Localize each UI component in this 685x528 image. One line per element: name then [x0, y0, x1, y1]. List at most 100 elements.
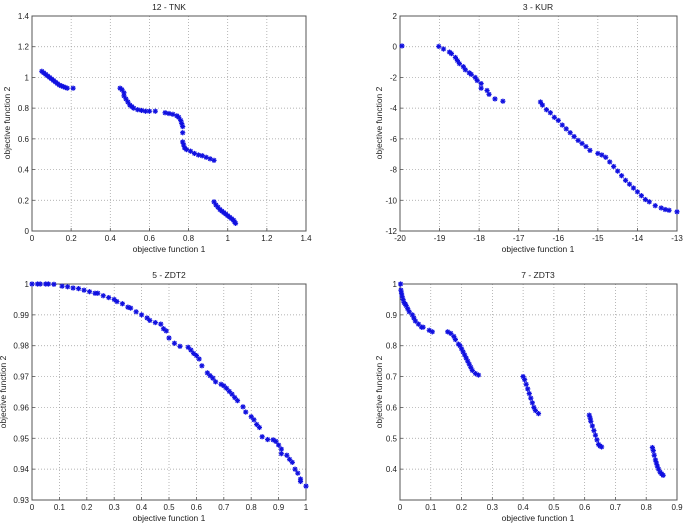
star-marker-icon — [121, 93, 127, 99]
x-tick-label: 0.3 — [487, 503, 499, 512]
x-tick-label: 0.5 — [548, 503, 560, 512]
star-marker-icon — [171, 340, 178, 346]
star-marker-icon — [187, 148, 194, 154]
data-series — [398, 281, 666, 478]
x-tick-label: -13 — [671, 234, 683, 243]
y-axis-label: objective function 2 — [374, 86, 384, 159]
star-marker-icon — [539, 102, 546, 108]
star-marker-icon — [586, 412, 592, 418]
star-marker-icon — [133, 309, 139, 315]
star-marker-icon — [259, 434, 265, 440]
subplot-title: 5 - ZDT2 — [152, 270, 186, 280]
x-tick-label: 0.4 — [105, 234, 117, 243]
star-marker-icon — [256, 424, 263, 431]
x-tick-label: 0.6 — [191, 503, 203, 512]
star-marker-icon — [475, 372, 482, 378]
subplot-tnk: 12 - TNK objective function 1 objective … — [2, 2, 312, 254]
y-tick-label: 0.98 — [13, 342, 29, 351]
star-marker-icon — [114, 298, 120, 305]
star-marker-icon — [152, 319, 158, 326]
star-marker-icon — [51, 281, 57, 287]
star-marker-icon — [587, 147, 593, 153]
star-marker-icon — [166, 110, 172, 117]
star-marker-icon — [429, 329, 435, 335]
star-marker-icon — [295, 470, 301, 476]
star-marker-icon — [106, 294, 112, 301]
star-marker-icon — [468, 71, 474, 77]
star-marker-icon — [630, 185, 637, 191]
star-marker-icon — [420, 324, 426, 330]
star-marker-icon — [59, 283, 65, 289]
star-marker-icon — [478, 85, 484, 91]
star-marker-icon — [70, 285, 76, 291]
y-tick-label: 0.7 — [386, 373, 398, 382]
star-marker-icon — [128, 305, 134, 311]
star-marker-icon — [594, 437, 600, 443]
star-marker-icon — [448, 51, 455, 57]
star-marker-icon — [588, 418, 594, 424]
x-tick-label: 0.8 — [183, 234, 195, 243]
y-tick-label: 1 — [25, 73, 30, 82]
x-axis-label: objective function 1 — [133, 513, 206, 523]
star-marker-icon — [70, 85, 76, 91]
star-marker-icon — [147, 317, 153, 324]
x-tick-label: 0.8 — [641, 503, 653, 512]
star-marker-icon — [674, 209, 680, 215]
x-tick-label: 0.2 — [81, 503, 93, 512]
star-marker-icon — [95, 290, 101, 296]
y-tick-label: 0 — [393, 43, 398, 52]
x-tick-label: 0.3 — [109, 503, 121, 512]
x-tick-label: 0.9 — [273, 503, 285, 512]
star-marker-icon — [152, 108, 158, 114]
x-tick-label: 0.2 — [456, 503, 468, 512]
x-tick-label: -17 — [513, 234, 525, 243]
x-tick-label: 1.2 — [261, 234, 273, 243]
star-marker-icon — [478, 80, 484, 87]
star-marker-icon — [440, 46, 447, 52]
star-marker-icon — [599, 152, 605, 158]
y-tick-label: 0.96 — [13, 403, 29, 412]
y-tick-label: 0.4 — [18, 166, 30, 175]
star-marker-icon — [162, 110, 168, 116]
star-marker-icon — [652, 203, 658, 209]
x-tick-label: 0.5 — [163, 503, 175, 512]
star-marker-icon — [166, 335, 172, 341]
star-marker-icon — [575, 137, 581, 143]
star-marker-icon — [462, 67, 468, 73]
star-marker-icon — [273, 438, 279, 444]
y-tick-label: 0.8 — [18, 104, 30, 113]
x-tick-label: 0.6 — [579, 503, 591, 512]
star-marker-icon — [135, 107, 141, 113]
star-marker-icon — [626, 181, 633, 187]
star-marker-icon — [452, 336, 458, 343]
star-marker-icon — [210, 375, 216, 381]
star-marker-icon — [180, 123, 186, 130]
y-tick-label: 0.93 — [13, 496, 29, 505]
x-tick-label: 0 — [30, 503, 35, 512]
star-marker-icon — [638, 193, 644, 199]
star-marker-icon — [579, 140, 585, 147]
x-tick-label: 1 — [304, 503, 309, 512]
star-marker-icon — [276, 442, 282, 448]
star-marker-icon — [284, 452, 290, 458]
star-marker-icon — [589, 423, 595, 429]
y-tick-label: 1 — [25, 280, 30, 289]
star-marker-icon — [119, 301, 126, 307]
star-marker-icon — [251, 417, 257, 423]
star-marker-icon — [563, 126, 569, 132]
star-marker-icon — [571, 133, 577, 140]
x-tick-label: -14 — [632, 234, 644, 243]
x-tick-label: -15 — [592, 234, 604, 243]
star-marker-icon — [436, 43, 442, 50]
star-marker-icon — [415, 321, 422, 327]
y-axis-label: objective function 2 — [2, 86, 12, 159]
y-tick-label: 0.99 — [13, 311, 29, 320]
star-marker-icon — [212, 379, 219, 385]
star-marker-icon — [500, 98, 506, 104]
x-axis-label: objective function 1 — [502, 513, 575, 523]
y-tick-label: -12 — [385, 227, 397, 236]
y-tick-label: -10 — [385, 196, 397, 205]
star-marker-icon — [29, 281, 35, 287]
star-marker-icon — [240, 404, 246, 410]
star-marker-icon — [567, 130, 573, 136]
